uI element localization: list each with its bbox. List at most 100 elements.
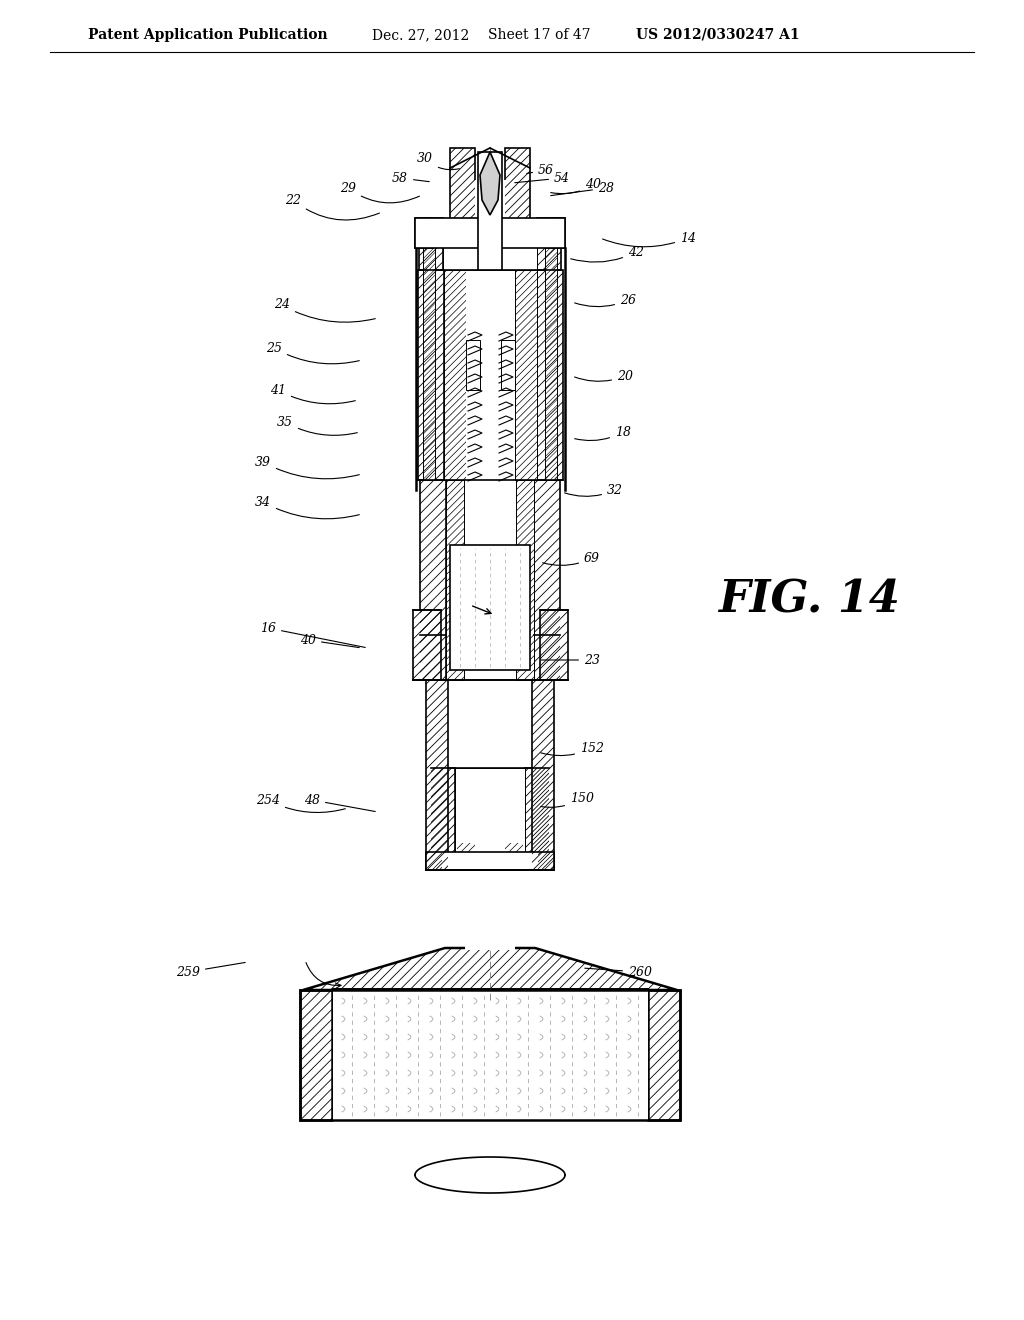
Text: 16: 16 [260,622,366,647]
Bar [413,610,441,680]
Bar [505,148,530,271]
Bar [457,843,475,865]
Bar [426,680,449,870]
Text: 56: 56 [526,164,554,177]
Bar [418,271,444,480]
Text: Patent Application Publication: Patent Application Publication [88,28,328,42]
Text: 254: 254 [256,793,345,813]
Bar [648,990,680,1119]
Bar [418,271,444,480]
Polygon shape [480,152,500,215]
Polygon shape [303,948,677,990]
Bar [444,271,466,480]
Bar [538,851,554,870]
Bar [501,341,515,389]
Bar [478,152,502,271]
Text: 22: 22 [285,194,380,220]
Bar [537,271,563,480]
Bar [426,851,554,870]
Bar [532,680,554,870]
Bar [540,610,568,680]
Bar [423,218,435,480]
Text: US 2012/0330247 A1: US 2012/0330247 A1 [636,28,800,42]
Bar [415,218,433,248]
Bar [516,480,534,680]
Text: 58: 58 [392,172,429,185]
Bar [300,990,332,1119]
Bar [415,218,565,248]
Bar [457,843,475,865]
Bar [332,990,648,1119]
Bar [419,218,443,271]
Text: 40: 40 [551,178,601,194]
Bar [431,768,455,870]
Bar [537,218,561,271]
Text: 32: 32 [564,483,623,496]
Bar [465,180,515,950]
Text: FIG. 14: FIG. 14 [718,578,900,622]
Polygon shape [303,948,677,990]
Text: 26: 26 [574,293,636,306]
Text: 23: 23 [541,653,600,667]
Bar [426,851,442,870]
Bar [300,990,680,1119]
Bar [426,680,449,870]
Text: 14: 14 [602,231,696,247]
Bar [545,218,557,480]
Bar [525,768,549,870]
Text: 260: 260 [585,965,652,978]
Bar [516,480,534,680]
Bar [413,610,441,680]
Bar [443,218,537,271]
Bar [300,990,332,1119]
Text: 28: 28 [551,181,614,195]
Text: 34: 34 [255,495,359,519]
Bar [547,218,565,248]
Bar [450,148,475,271]
Bar [419,218,443,271]
Bar [505,843,523,865]
Bar [545,218,557,480]
Text: 18: 18 [574,425,631,441]
Text: Dec. 27, 2012: Dec. 27, 2012 [372,28,469,42]
Text: Sheet 17 of 47: Sheet 17 of 47 [488,28,591,42]
Bar [415,218,433,248]
Bar [547,218,565,248]
Text: 152: 152 [541,742,604,755]
Text: 69: 69 [543,552,600,565]
Bar [426,851,442,870]
Bar [515,271,537,480]
Text: 30: 30 [417,152,460,170]
Bar [450,545,530,671]
Text: 259: 259 [176,962,246,978]
Bar [538,851,554,870]
Text: 54: 54 [515,172,570,185]
Bar [420,480,446,680]
Text: 24: 24 [274,298,376,322]
Text: 42: 42 [570,246,644,263]
Bar [466,341,480,389]
Bar [534,480,560,680]
Bar [532,680,554,870]
Bar [505,148,530,271]
Text: 39: 39 [255,455,359,479]
Bar [446,480,464,680]
Text: 29: 29 [340,181,420,203]
Bar [648,990,680,1119]
Bar [455,768,525,870]
Bar [537,271,563,480]
Bar [446,480,464,680]
Bar [423,218,435,480]
Bar [420,480,446,680]
Bar [534,480,560,680]
Text: 40: 40 [300,634,359,648]
Text: 150: 150 [541,792,594,808]
Bar [450,148,475,271]
Bar [505,843,523,865]
Text: 25: 25 [266,342,359,364]
Text: 48: 48 [304,793,375,812]
Bar [444,271,466,480]
Bar [431,768,455,870]
Text: 20: 20 [574,370,633,383]
Bar [537,218,561,271]
